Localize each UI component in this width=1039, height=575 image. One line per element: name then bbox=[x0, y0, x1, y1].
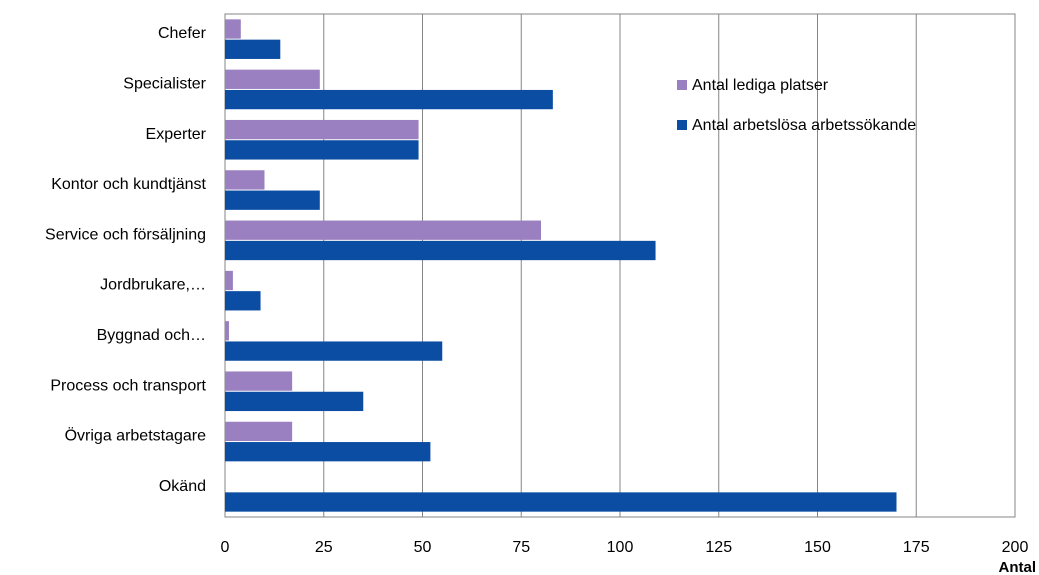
x-tick-label: 25 bbox=[315, 539, 333, 556]
x-tick-label: 100 bbox=[607, 539, 634, 556]
bar-lediga-platser bbox=[225, 69, 320, 89]
bar-lediga-platser bbox=[225, 321, 229, 341]
bar-arbetslosa bbox=[225, 140, 419, 160]
category-label: Okänd bbox=[159, 478, 206, 495]
legend-swatch bbox=[677, 80, 687, 90]
value-axis-tick-labels: 0 25 50 75 100 125 150 175 200 bbox=[221, 539, 1029, 556]
bar-lediga-platser bbox=[225, 19, 241, 39]
category-label: Byggnad och… bbox=[97, 327, 206, 344]
bar-arbetslosa bbox=[225, 391, 364, 412]
category-label: Chefer bbox=[158, 25, 207, 42]
category-label: Process och transport bbox=[50, 377, 206, 394]
category-label: Experter bbox=[146, 126, 207, 143]
legend-label: Antal arbetslösa arbetssökande bbox=[692, 117, 916, 134]
bars bbox=[225, 19, 897, 512]
x-tick-label: 75 bbox=[512, 539, 530, 556]
legend-swatch bbox=[677, 120, 687, 130]
category-label: Specialister bbox=[123, 75, 206, 92]
bar-arbetslosa bbox=[225, 442, 431, 462]
category-label: Jordbrukare,… bbox=[100, 277, 206, 294]
bar-lediga-platser bbox=[225, 270, 233, 291]
bar-arbetslosa bbox=[225, 492, 897, 512]
bar-lediga-platser bbox=[225, 119, 419, 140]
bar-lediga-platser bbox=[225, 421, 293, 442]
x-tick-label: 125 bbox=[705, 539, 732, 556]
bar-arbetslosa bbox=[225, 240, 656, 261]
plot-area-border bbox=[224, 13, 1016, 518]
bar-arbetslosa bbox=[225, 89, 553, 110]
category-label: Övriga arbetstagare bbox=[65, 427, 207, 445]
x-axis-title: Antal bbox=[999, 559, 1037, 575]
category-axis-labels: Chefer Specialister Experter Kontor och kun… bbox=[45, 25, 207, 495]
bar-lediga-platser bbox=[225, 170, 265, 190]
x-tick-label: 0 bbox=[221, 539, 230, 556]
bar-arbetslosa bbox=[225, 291, 261, 311]
x-tick-label: 50 bbox=[414, 539, 432, 556]
category-label: Service och försäljning bbox=[45, 226, 206, 243]
bar-lediga-platser bbox=[225, 220, 541, 240]
x-tick-label: 200 bbox=[1002, 539, 1029, 556]
x-tick-label: 175 bbox=[903, 539, 930, 556]
x-tick-label: 150 bbox=[804, 539, 831, 556]
legend-label: Antal lediga platser bbox=[692, 77, 829, 94]
bar-arbetslosa bbox=[225, 341, 443, 361]
bar-arbetslosa bbox=[225, 39, 281, 59]
bar-arbetslosa bbox=[225, 190, 320, 210]
bar-lediga-platser bbox=[225, 371, 293, 391]
category-label: Kontor och kundtjänst bbox=[51, 176, 206, 193]
legend: Antal lediga platser Antal arbetslösa arb… bbox=[677, 77, 916, 134]
